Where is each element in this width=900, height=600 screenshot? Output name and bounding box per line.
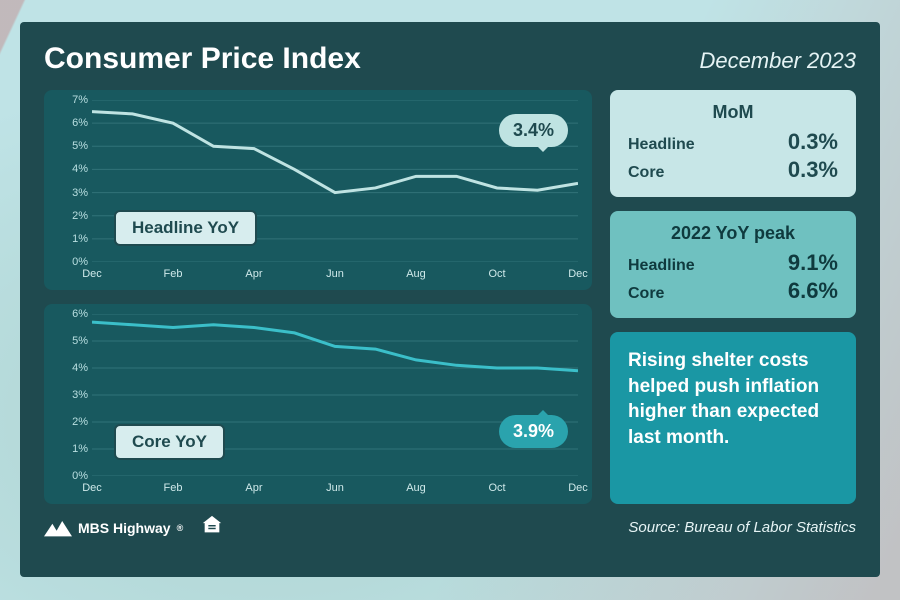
y-tick-label: 2%	[72, 210, 88, 222]
y-tick-label: 0%	[72, 256, 88, 268]
core-callout: 3.9%	[499, 415, 568, 448]
peak-title: 2022 YoY peak	[628, 223, 838, 244]
y-tick-label: 3%	[72, 389, 88, 401]
x-tick-label: Feb	[164, 482, 183, 494]
mountain-icon	[44, 519, 72, 537]
headline-chart: 0% 1% 2% 3% 4% 5% 6% 7% Dec Feb Apr Jun Aug Oct Dec H…	[44, 90, 592, 290]
peak-headline-value: 9.1%	[788, 250, 838, 276]
y-tick-label: 4%	[72, 362, 88, 374]
report-date: December 2023	[699, 48, 856, 74]
y-tick-label: 1%	[72, 233, 88, 245]
mom-row-core: Core 0.3%	[628, 157, 838, 183]
peak-row-headline: Headline 9.1%	[628, 250, 838, 276]
y-tick-label: 5%	[72, 140, 88, 152]
infographic-card: Consumer Price Index December 2023 0% 1% 2…	[20, 22, 880, 577]
mom-core-label: Core	[628, 164, 664, 182]
peak-panel: 2022 YoY peak Headline 9.1% Core 6.6%	[610, 211, 856, 318]
y-tick-label: 4%	[72, 163, 88, 175]
x-tick-label: Oct	[488, 268, 505, 280]
x-tick-label: Dec	[82, 268, 102, 280]
page-title: Consumer Price Index	[44, 42, 361, 76]
mom-headline-label: Headline	[628, 136, 695, 154]
headline-x-axis: DecFebAprJunAugOctDec	[92, 268, 578, 284]
y-tick-label: 1%	[72, 443, 88, 455]
mom-title: MoM	[628, 102, 838, 123]
main-content: 0% 1% 2% 3% 4% 5% 6% 7% Dec Feb Apr Jun Aug Oct Dec H…	[44, 90, 856, 504]
mom-core-value: 0.3%	[788, 157, 838, 183]
x-tick-label: Dec	[82, 482, 102, 494]
y-tick-label: 0%	[72, 470, 88, 482]
side-column: MoM Headline 0.3% Core 0.3% 2022 YoY pea…	[610, 90, 856, 504]
peak-core-value: 6.6%	[788, 278, 838, 304]
y-tick-label: 6%	[72, 308, 88, 320]
y-tick-label: 2%	[72, 416, 88, 428]
mom-row-headline: Headline 0.3%	[628, 129, 838, 155]
source-text: Source: Bureau of Labor Statistics	[628, 519, 856, 536]
y-tick-label: 7%	[72, 94, 88, 106]
mbs-logo-text: MBS Highway	[78, 520, 171, 536]
x-tick-label: Aug	[406, 482, 426, 494]
x-tick-label: Apr	[245, 482, 262, 494]
x-tick-label: Apr	[245, 268, 262, 280]
core-y-axis: 0%1%2%3%4%5%6%	[52, 314, 88, 476]
x-tick-label: Jun	[326, 268, 344, 280]
headline-y-axis: 0%1%2%3%4%5%6%7%	[52, 100, 88, 262]
y-tick-label: 6%	[72, 117, 88, 129]
y-tick-label: 3%	[72, 187, 88, 199]
mom-panel: MoM Headline 0.3% Core 0.3%	[610, 90, 856, 197]
footer: MBS Highway® Source: Bureau of Labor Sta…	[44, 514, 856, 541]
core-x-axis: DecFebAprJunAugOctDec	[92, 482, 578, 498]
headline-callout: 3.4%	[499, 114, 568, 147]
mom-headline-value: 0.3%	[788, 129, 838, 155]
logos: MBS Highway®	[44, 514, 223, 541]
x-tick-label: Aug	[406, 268, 426, 280]
x-tick-label: Oct	[488, 482, 505, 494]
core-chart-label: Core YoY	[114, 424, 225, 460]
peak-headline-label: Headline	[628, 257, 695, 275]
peak-row-core: Core 6.6%	[628, 278, 838, 304]
headline-chart-label: Headline YoY	[114, 210, 257, 246]
x-tick-label: Dec	[568, 482, 588, 494]
x-tick-label: Jun	[326, 482, 344, 494]
blurb-panel: Rising shelter costs helped push inflati…	[610, 332, 856, 504]
x-tick-label: Dec	[568, 268, 588, 280]
header: Consumer Price Index December 2023	[44, 42, 856, 76]
y-tick-label: 5%	[72, 335, 88, 347]
peak-core-label: Core	[628, 285, 664, 303]
mbs-highway-logo: MBS Highway®	[44, 519, 183, 537]
blurb-text: Rising shelter costs helped push inflati…	[628, 350, 819, 448]
charts-column: 0% 1% 2% 3% 4% 5% 6% 7% Dec Feb Apr Jun Aug Oct Dec H…	[44, 90, 592, 504]
core-chart: 0% 1% 2% 3% 4% 5% 6% Dec Feb Apr Jun Aug Oct Dec Cor…	[44, 304, 592, 504]
x-tick-label: Feb	[164, 268, 183, 280]
equal-housing-logo	[201, 514, 223, 541]
